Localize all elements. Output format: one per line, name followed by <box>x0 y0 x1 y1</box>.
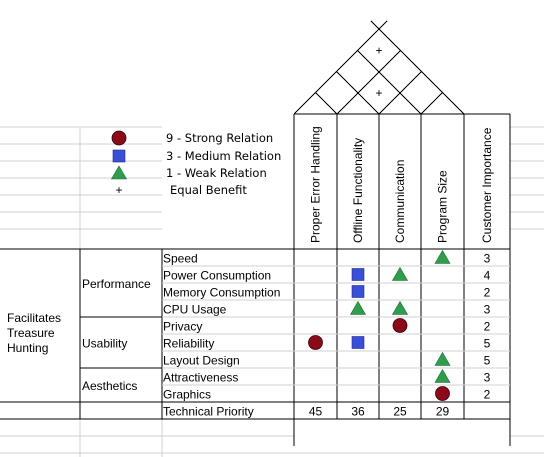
medium-relation-icon <box>351 268 365 281</box>
medium-relation-icon <box>351 285 365 298</box>
roof-diagonal-line <box>357 50 422 115</box>
roof-overshoot-line <box>378 20 388 30</box>
importance-value: 5 <box>484 354 491 368</box>
requirement-label: Power Consumption <box>163 269 271 283</box>
technical-priority-label: Technical Priority <box>163 405 254 419</box>
importance-value: 3 <box>484 371 491 385</box>
importance-value: 3 <box>484 303 491 317</box>
legend-medium-icon <box>112 149 126 163</box>
category-label: Treasure <box>7 326 55 340</box>
column-header-2: Offline Functionality <box>351 138 365 243</box>
strong-relation-icon <box>435 386 450 401</box>
roof-diagonal-line <box>420 92 443 115</box>
group-label-usability: Usability <box>82 337 127 351</box>
roof-diagonal-line <box>336 50 401 115</box>
group-label-aesthetics: Aesthetics <box>82 379 137 393</box>
requirement-label: Privacy <box>163 320 202 334</box>
column-header-1: Proper Error Handling <box>309 126 323 243</box>
strong-relation-icon <box>308 335 323 350</box>
column-header-3: Communication <box>393 160 407 243</box>
category-label: Hunting <box>7 341 48 355</box>
weak-relation-icon <box>349 300 367 315</box>
roof-plus-icon: + <box>375 44 382 58</box>
weak-relation-icon <box>434 249 451 264</box>
roof-plus-icon: + <box>375 86 382 100</box>
legend-weak-icon <box>110 165 128 180</box>
legend-label-3: 1 - Weak Relation <box>166 166 267 180</box>
roof-diagonal-line <box>315 92 338 115</box>
legend-label-4: Equal Benefit <box>170 183 247 197</box>
weak-relation-icon <box>391 300 409 315</box>
weak-relation-icon <box>391 266 409 281</box>
technical-priority-value: 25 <box>393 405 407 419</box>
weak-relation-icon <box>434 351 451 366</box>
requirement-label: Attractiveness <box>163 371 238 385</box>
column-header-4: Program Size <box>436 170 450 243</box>
technical-priority-value: 36 <box>351 405 365 419</box>
requirement-label: Memory Consumption <box>163 286 280 300</box>
technical-priority-value: 45 <box>309 405 323 419</box>
legend-label-2: 3 - Medium Relation <box>166 149 281 163</box>
roof-overshoot-line <box>370 20 380 30</box>
category-label: Facilitates <box>7 311 61 325</box>
importance-value: 3 <box>484 252 491 266</box>
importance-value: 2 <box>484 286 491 300</box>
technical-priority-value: 29 <box>436 405 450 419</box>
legend-label-1: 9 - Strong Relation <box>166 131 273 145</box>
requirement-label: Layout Design <box>163 354 240 368</box>
requirement-label: CPU Usage <box>163 303 227 317</box>
importance-value: 2 <box>484 388 491 402</box>
requirement-label: Reliability <box>163 337 214 351</box>
group-label-performance: Performance <box>82 277 151 291</box>
importance-value: 2 <box>484 320 491 334</box>
roof-diagonal-line <box>336 71 380 115</box>
importance-value: 5 <box>484 337 491 351</box>
strong-relation-icon <box>392 318 408 333</box>
legend-plus-icon: + <box>115 183 122 197</box>
legend-strong-icon <box>111 130 127 146</box>
weak-relation-icon <box>434 368 451 383</box>
requirement-label: Graphics <box>163 388 211 402</box>
requirement-label: Speed <box>163 252 198 266</box>
importance-header: Customer Importance <box>480 127 494 243</box>
importance-value: 4 <box>484 269 491 283</box>
medium-relation-icon <box>351 336 365 349</box>
